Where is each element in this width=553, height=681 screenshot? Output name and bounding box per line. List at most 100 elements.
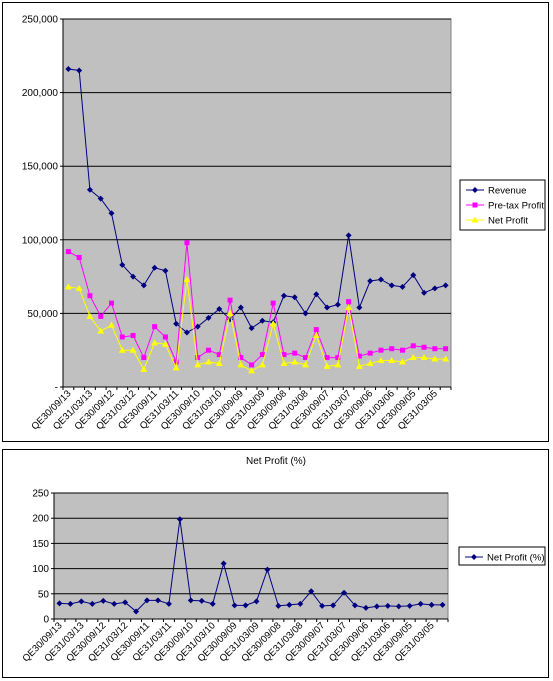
plot-area xyxy=(62,18,452,388)
net-profit-percent-chart: Net Profit (%) 050100150200250QE30/09/13… xyxy=(21,456,546,664)
data-point xyxy=(442,282,449,289)
data-point xyxy=(253,598,260,605)
data-point xyxy=(173,359,179,365)
data-point xyxy=(406,602,413,609)
y-tick-label: 50,000 xyxy=(27,309,58,320)
data-point xyxy=(198,597,205,604)
data-point xyxy=(162,267,169,274)
data-point xyxy=(442,355,450,362)
legend-marker xyxy=(472,187,478,193)
data-point xyxy=(119,334,125,340)
data-point xyxy=(431,285,438,292)
data-point xyxy=(431,355,439,362)
data-point xyxy=(98,313,104,319)
data-point xyxy=(161,340,169,347)
data-point xyxy=(162,334,168,340)
y-tick-label: 100,000 xyxy=(22,235,59,246)
data-point xyxy=(324,355,330,361)
data-point xyxy=(165,600,172,607)
data-point xyxy=(432,346,438,352)
data-point xyxy=(130,273,137,280)
data-point xyxy=(302,361,309,368)
data-point xyxy=(324,304,331,311)
data-point xyxy=(341,589,348,596)
data-point xyxy=(140,365,148,372)
data-point xyxy=(319,602,326,609)
data-point xyxy=(144,597,151,604)
data-point xyxy=(184,240,190,246)
legend-label: Net Profit (%) xyxy=(487,553,545,564)
data-point xyxy=(362,604,369,611)
data-point xyxy=(275,602,282,609)
data-point xyxy=(421,344,427,350)
data-point xyxy=(373,603,380,610)
data-point xyxy=(399,358,406,365)
y-tick-label: 250,000 xyxy=(22,15,59,26)
data-point xyxy=(410,343,416,349)
data-point xyxy=(356,304,363,311)
data-point xyxy=(152,324,158,330)
chart-title: Net Profit (%) xyxy=(246,456,306,467)
data-point xyxy=(280,359,288,366)
data-point xyxy=(56,600,63,607)
data-point xyxy=(194,361,202,368)
data-point xyxy=(281,352,287,358)
data-point xyxy=(291,294,298,301)
data-point xyxy=(76,254,82,260)
data-point xyxy=(226,309,234,316)
data-point xyxy=(248,325,255,332)
data-point xyxy=(100,597,107,604)
data-point xyxy=(237,361,245,368)
data-point xyxy=(302,310,309,317)
data-point xyxy=(345,304,353,311)
data-point xyxy=(205,314,212,321)
data-point xyxy=(122,599,129,606)
legend-label: Pre-tax Profit xyxy=(488,201,544,212)
data-point xyxy=(227,297,233,303)
data-point xyxy=(384,602,391,609)
data-point xyxy=(323,362,331,369)
data-point xyxy=(67,600,74,607)
data-point xyxy=(399,283,406,290)
data-point xyxy=(209,600,216,607)
data-point xyxy=(237,304,244,311)
data-point xyxy=(313,327,319,333)
y-tick-label: 100 xyxy=(32,564,49,575)
data-point xyxy=(420,354,428,361)
data-point xyxy=(129,346,137,353)
data-point xyxy=(421,289,428,296)
data-point xyxy=(173,320,180,327)
y-tick-label: 250 xyxy=(32,489,49,500)
data-point xyxy=(140,282,147,289)
data-point xyxy=(206,347,211,353)
data-point xyxy=(313,291,320,298)
data-point xyxy=(334,361,342,368)
data-point xyxy=(330,602,337,609)
data-point xyxy=(133,608,140,615)
data-point xyxy=(443,346,449,352)
data-point xyxy=(334,301,341,308)
data-point xyxy=(108,321,115,328)
data-point xyxy=(183,276,191,283)
data-point xyxy=(367,278,374,285)
data-point xyxy=(109,300,114,306)
data-point xyxy=(87,293,93,299)
data-point xyxy=(345,232,352,239)
data-point xyxy=(335,355,341,361)
data-point xyxy=(280,292,287,299)
legend-box xyxy=(458,546,546,566)
data-point xyxy=(195,355,201,361)
data-point xyxy=(409,354,417,361)
legend-marker xyxy=(471,216,479,223)
y-tick-label: 50 xyxy=(38,589,50,600)
net-profit-percent-chart-panel: Net Profit (%) 0 50 100 150 200 250 QE30/09/13… xyxy=(2,449,549,678)
legend-label: Revenue xyxy=(488,186,526,197)
data-point xyxy=(172,364,180,371)
data-point xyxy=(346,299,352,305)
data-point xyxy=(388,357,396,364)
data-point xyxy=(231,602,238,609)
data-point xyxy=(97,195,104,202)
data-point xyxy=(439,601,446,608)
data-point xyxy=(183,329,190,336)
data-point xyxy=(154,597,161,604)
